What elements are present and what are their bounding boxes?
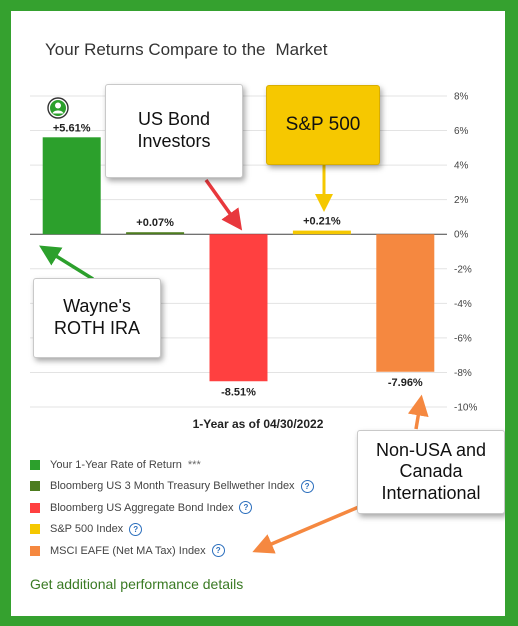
legend-item: Bloomberg US 3 Month Treasury Bellwether… [30,476,314,498]
legend-item: Your 1-Year Rate of Return *** [30,454,314,476]
performance-details-link[interactable]: Get additional performance details [30,576,244,592]
callout-sp500-label: S&P 500 [285,113,361,135]
info-icon[interactable]: ? [300,479,314,493]
info-icon[interactable]: ? [129,522,143,536]
returns-panel: Your Returns Compare to the Market 8% 6% 4%… [11,11,505,616]
y-tick-label: -2% [454,264,472,275]
user-avatar-icon [47,97,69,119]
bar-value-label: +5.61% [53,122,91,134]
legend-swatch [30,545,40,556]
callout-intl-line1: Non-USA and [375,439,487,460]
legend-label: MSCI EAFE (Net MA Tax) Index [50,544,206,557]
y-tick-label: 6% [454,126,469,137]
legend-swatch [30,459,40,470]
y-tick-label: -10% [454,403,477,412]
y-tick-label: 4% [454,161,469,172]
legend-item: Bloomberg US Aggregate Bond Index? [30,497,314,519]
callout-bond-line2: Investors [137,131,211,151]
y-tick-label: -6% [454,333,472,344]
bar-value-label: -7.96% [388,377,423,389]
y-tick-label: -8% [454,368,472,379]
legend-item: S&P 500 Index? [30,519,314,541]
callout-intl-line3: International [381,482,481,503]
legend-label: Bloomberg US Aggregate Bond Index [50,501,234,514]
info-icon[interactable]: ? [239,501,253,515]
callout-waynes-roth-ira: Wayne's ROTH IRA [33,278,161,358]
bar-4[interactable] [376,234,435,372]
legend-swatch [30,481,40,492]
chart-title-part1: Your Returns Compare to the [45,40,266,59]
bar-1[interactable] [126,232,185,235]
legend-footnote-marker: *** [187,458,201,471]
legend-item: MSCI EAFE (Net MA Tax) Index? [30,540,314,562]
callout-bond-line1: US Bond [137,109,211,130]
info-icon[interactable]: ? [211,544,225,558]
legend-swatch [30,502,40,513]
callout-intl-line2: Canada [399,461,463,482]
y-tick-label: -4% [454,299,472,310]
y-tick-label: 0% [454,230,469,241]
legend-swatch [30,524,40,535]
legend-label: Bloomberg US 3 Month Treasury Bellwether… [50,480,295,493]
callout-non-usa-international: Non-USA and Canada International [357,430,505,514]
legend-label: S&P 500 Index [50,523,124,536]
chart-title-part2: Market [275,40,328,59]
chart-caption: 1-Year as of 04/30/2022 [192,417,324,431]
callout-sp500: S&P 500 [266,85,380,165]
callout-wayne-line2: ROTH IRA [53,318,140,338]
bar-value-label: +0.21% [303,216,341,228]
bar-value-label: +0.07% [136,217,174,229]
bar-0[interactable] [42,137,101,235]
bar-2[interactable] [209,234,268,382]
y-tick-label: 2% [454,195,469,206]
bar-value-label: -8.51% [221,386,256,398]
chart-title: Your Returns Compare to the Market [45,40,327,60]
y-tick-label: 8% [454,92,469,103]
bar-3[interactable] [292,230,351,235]
legend-label: Your 1-Year Rate of Return [50,458,182,471]
callout-wayne-line1: Wayne's [63,296,131,317]
chart-legend: Your 1-Year Rate of Return *** Bloomberg U… [30,454,314,562]
callout-us-bond-investors: US Bond Investors [105,84,243,178]
